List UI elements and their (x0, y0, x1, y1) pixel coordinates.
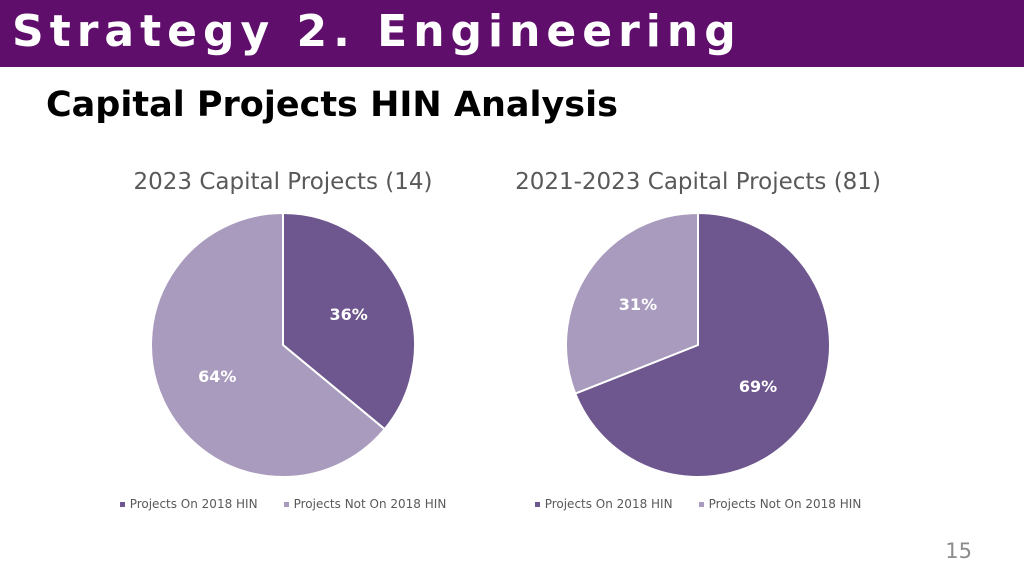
data-label: 69% (739, 377, 777, 396)
legend-label: Projects Not On 2018 HIN (294, 497, 447, 511)
legend-item-on-hin: Projects On 2018 HIN (535, 497, 673, 511)
chart-legend: Projects On 2018 HIN Projects Not On 201… (48, 497, 518, 511)
legend-label: Projects Not On 2018 HIN (709, 497, 862, 511)
chart-title: 2023 Capital Projects (14) (48, 166, 518, 198)
legend-swatch-on-hin (535, 502, 540, 507)
chart-title: 2021-2023 Capital Projects (81) (463, 166, 933, 198)
slide-subtitle: Capital Projects HIN Analysis (46, 80, 618, 130)
page-number: 15 (945, 537, 972, 565)
pie-chart-2021-2023: 2021-2023 Capital Projects (81) 69% 31% P… (463, 160, 933, 530)
title-banner: Strategy 2. Engineering (0, 0, 1024, 67)
data-label: 36% (330, 305, 368, 324)
pie-plot: 69% 31% (553, 200, 843, 490)
pie-plot: 36% 64% (138, 200, 428, 490)
data-label: 31% (619, 295, 657, 314)
legend-swatch-not-on-hin (699, 502, 704, 507)
legend-item-not-on-hin: Projects Not On 2018 HIN (699, 497, 862, 511)
pie-chart-2023: 2023 Capital Projects (14) 36% 64% Projec… (48, 160, 518, 530)
legend-item-on-hin: Projects On 2018 HIN (120, 497, 258, 511)
data-label: 64% (198, 367, 236, 386)
legend-swatch-not-on-hin (284, 502, 289, 507)
legend-item-not-on-hin: Projects Not On 2018 HIN (284, 497, 447, 511)
slide-title: Strategy 2. Engineering (12, 4, 742, 60)
legend-label: Projects On 2018 HIN (545, 497, 673, 511)
chart-legend: Projects On 2018 HIN Projects Not On 201… (463, 497, 933, 511)
legend-label: Projects On 2018 HIN (130, 497, 258, 511)
legend-swatch-on-hin (120, 502, 125, 507)
